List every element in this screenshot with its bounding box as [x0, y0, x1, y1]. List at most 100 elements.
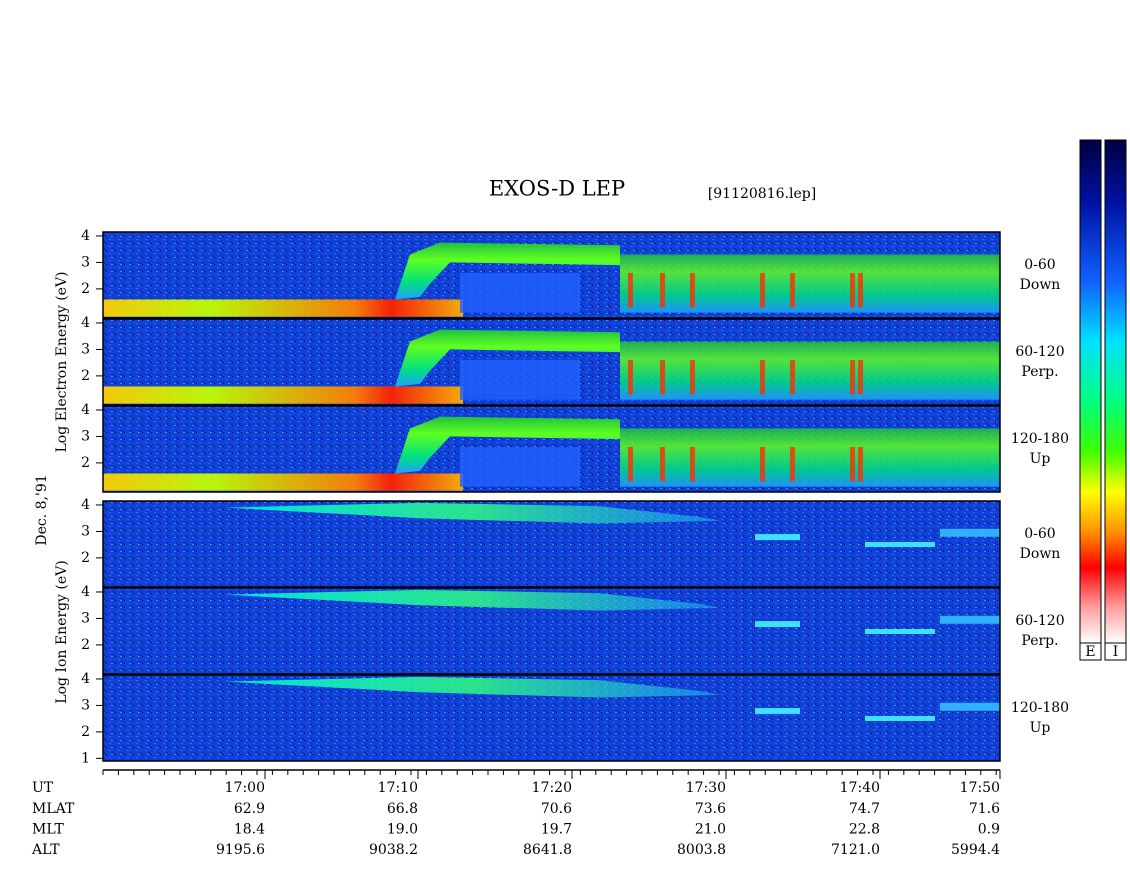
ephemeris-value: 8003.8: [677, 842, 726, 858]
plasma-sheet-band: [620, 428, 1000, 487]
burst: [628, 447, 633, 482]
y-tick-label: 3: [81, 428, 90, 444]
burst: [660, 360, 665, 395]
ephemeris-label: MLAT: [32, 801, 75, 817]
color-bar-label: I: [1113, 644, 1119, 660]
burst: [858, 447, 863, 482]
burst: [660, 447, 665, 482]
file-label: [91120816.lep]: [708, 186, 816, 202]
ephemeris-value: 73.6: [695, 801, 726, 817]
y-axis-label: Log Electron Energy (eV): [54, 271, 70, 452]
panel-frame: [102, 318, 1001, 406]
pitch-label: 120-180: [1011, 431, 1069, 447]
pitch-label: 0-60: [1024, 257, 1055, 273]
time-label: 17:20: [532, 780, 572, 796]
burst: [690, 360, 695, 395]
y-tick-label: 2: [81, 455, 90, 471]
ephemeris-value: 22.8: [849, 822, 880, 838]
direction-label: Up: [1030, 720, 1051, 736]
plasma-sheet-band: [620, 254, 1000, 313]
burst: [790, 447, 795, 482]
burst: [628, 360, 633, 395]
ion-streak: [865, 542, 935, 548]
y-tick-label: 4: [81, 497, 90, 513]
ephemeris-value: 9195.6: [216, 842, 265, 858]
ion-streak: [940, 615, 1000, 624]
burst: [760, 360, 765, 395]
burst: [660, 273, 665, 308]
low-energy-band: [103, 473, 463, 491]
color-bar: [1104, 139, 1127, 644]
ephemeris-value: 62.9: [234, 801, 265, 817]
color-bar-label-box: [1079, 642, 1102, 661]
ephemeris-label: ALT: [31, 842, 60, 858]
burst: [628, 273, 633, 308]
axis-row-label: UT: [32, 780, 54, 796]
ion-streak: [755, 534, 800, 541]
ephemeris-value: 71.6: [969, 801, 1000, 817]
direction-label: Perp.: [1021, 633, 1058, 649]
y-tick-label: 4: [81, 402, 90, 418]
panel: 2 3 4 0-60 Down: [81, 228, 1060, 319]
ion-streak: [865, 716, 935, 722]
ephemeris-value: 19.0: [387, 822, 418, 838]
ion-streak: [755, 621, 800, 628]
panel-frame: [102, 500, 1001, 588]
ephemeris-value: 0.9: [978, 822, 1000, 838]
ephemeris-value: 21.0: [695, 822, 726, 838]
time-axis: UT 17:00 17:10 17:20 17:30 17:40 17:50 MLAT 62.9…: [31, 769, 1001, 858]
panel: 2 3 4 60-120 Perp.: [81, 315, 1065, 406]
ion-streak: [940, 702, 1000, 711]
plasma-sheet-band: [620, 341, 1000, 400]
panel: 2 3 4 60-120 Perp.: [81, 584, 1065, 675]
ion-streak: [865, 629, 935, 635]
y-tick-label: 2: [81, 724, 90, 740]
burst: [760, 273, 765, 308]
y-tick-label: 3: [81, 697, 90, 713]
title: EXOS-D LEP: [489, 177, 625, 201]
color-bar-label: E: [1085, 644, 1095, 660]
panel-frame: [102, 405, 1001, 493]
plasma-sheet-band: [395, 416, 620, 474]
burst: [790, 360, 795, 395]
ephemeris-value: 70.6: [541, 801, 572, 817]
y-tick-label: 4: [81, 228, 90, 244]
y-tick-label: 3: [81, 341, 90, 357]
y-tick-label: 2: [81, 637, 90, 653]
burst: [850, 273, 855, 308]
y-tick-label: 2: [81, 368, 90, 384]
ephemeris-value: 8641.8: [523, 842, 572, 858]
ephemeris-value: 9038.2: [369, 842, 418, 858]
ephemeris-value: 66.8: [387, 801, 418, 817]
inner-gap: [460, 447, 580, 487]
panels: 2 3 4 0-60 Down 2 3 4 60-120 Perp. 2 3 4 120-180 Up 2 3 4…: [81, 228, 1069, 766]
color-bar-label-box: [1104, 642, 1127, 661]
burst: [850, 360, 855, 395]
color-bar: [1079, 139, 1102, 644]
panel: 2 3 4 0-60 Down: [81, 497, 1061, 588]
burst: [858, 273, 863, 308]
y-tick-label: 3: [81, 254, 90, 270]
inner-gap: [460, 273, 580, 313]
panel: 1 2 3 4 120-180 Up: [81, 671, 1069, 766]
time-label: 17:40: [840, 780, 880, 796]
ion-wedge: [225, 589, 720, 611]
pitch-label: 60-120: [1015, 613, 1064, 629]
plasma-sheet-band: [395, 242, 620, 300]
burst: [690, 447, 695, 482]
y-axis-label: Log Ion Energy (eV): [54, 560, 70, 703]
ion-wedge: [225, 676, 720, 698]
panel: 2 3 4 120-180 Up: [81, 402, 1069, 493]
time-label: 17:10: [378, 780, 418, 796]
pitch-label: 60-120: [1015, 344, 1064, 360]
panel-frame: [102, 231, 1001, 319]
pitch-label: 120-180: [1011, 700, 1069, 716]
panel-frame: [102, 587, 1001, 675]
direction-label: Perp.: [1021, 364, 1058, 380]
direction-label: Down: [1020, 546, 1061, 562]
ephemeris-value: 19.7: [541, 822, 572, 838]
ion-wedge: [225, 502, 720, 524]
pitch-label: 0-60: [1024, 526, 1055, 542]
date-label: Dec. 8,'91: [34, 474, 50, 545]
